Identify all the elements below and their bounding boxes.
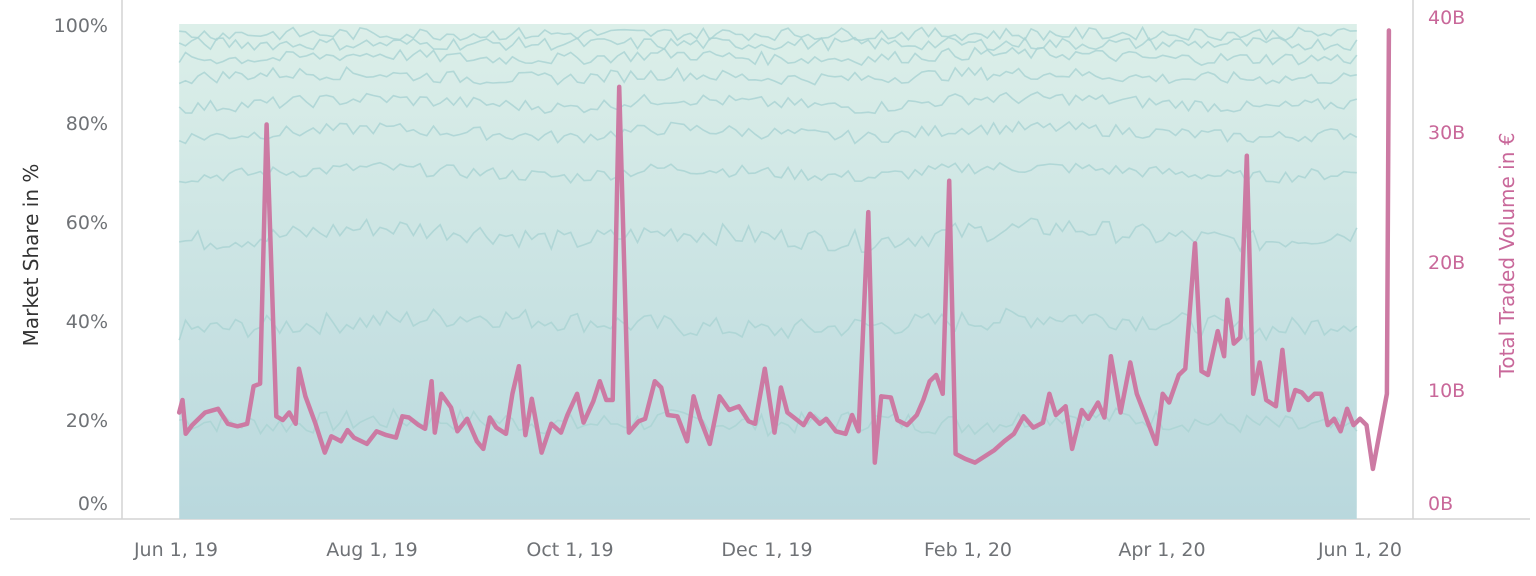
market-share-band-line: [179, 217, 1358, 254]
market-share-band-line: [178, 36, 1358, 52]
y-left-axis-title: Market Share in %: [19, 164, 43, 347]
y-right-tick: 10B: [1428, 380, 1465, 402]
market-share-band-line: [179, 161, 1357, 185]
market-share-band-line: [178, 66, 1357, 86]
x-tick: Dec 1, 19: [721, 539, 812, 561]
y-right-tick: 0B: [1428, 493, 1453, 515]
x-tick: Apr 1, 20: [1118, 539, 1205, 561]
market-share-band-line: [179, 25, 1357, 42]
y-right-axis-title: Total Traded Volume in €: [1495, 133, 1519, 379]
market-share-area-fill: [179, 24, 1357, 519]
y-left-tick: 100%: [54, 15, 108, 37]
x-tick: Jun 1, 20: [1317, 539, 1402, 561]
x-tick: Oct 1, 19: [526, 539, 613, 561]
traded-volume-line: [176, 28, 1392, 472]
y-left-tick: 0%: [78, 493, 108, 515]
x-tick: Feb 1, 20: [924, 539, 1012, 561]
y-left-tick: 40%: [66, 311, 108, 333]
traded-volume-series-line: [176, 28, 1392, 472]
market-share-band-line: [178, 91, 1358, 115]
x-tick: Jun 1, 19: [133, 539, 218, 561]
y-right-tick: 40B: [1428, 7, 1465, 29]
x-tick: Aug 1, 19: [326, 539, 417, 561]
x-ticks: Jun 1, 19 Aug 1, 19 Oct 1, 19 Dec 1, 19 …: [133, 539, 1402, 561]
y-left-tick: 80%: [66, 113, 108, 135]
market-share-band-line: [178, 46, 1358, 67]
y-left-tick: 20%: [66, 410, 108, 432]
y-left-tick: 60%: [66, 212, 108, 234]
y-right-tick: 20B: [1428, 252, 1465, 274]
market-share-band-line: [179, 407, 1358, 438]
market-share-band-lines: [178, 25, 1358, 438]
market-share-band-line: [178, 120, 1358, 145]
y-left-ticks: 100% 80% 60% 40% 20% 0%: [54, 15, 108, 515]
y-right-tick: 30B: [1428, 122, 1465, 144]
market-share-area: [179, 24, 1357, 519]
market-share-band-line: [178, 307, 1358, 342]
y-right-ticks: 40B 30B 20B 10B 0B: [1428, 7, 1465, 515]
